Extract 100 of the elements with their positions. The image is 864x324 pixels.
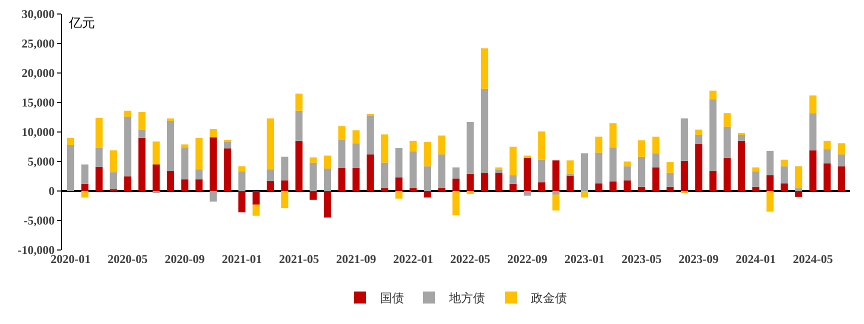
bar [252, 204, 260, 216]
bar [780, 183, 788, 191]
y-tick-label: 10,000 [22, 125, 55, 140]
bar [81, 191, 88, 198]
bar [96, 148, 103, 167]
bar [67, 138, 74, 145]
bar [680, 160, 688, 191]
bar [424, 142, 432, 166]
bar [552, 191, 560, 195]
bar [709, 100, 717, 171]
x-tick-label: 2022-09 [507, 252, 548, 266]
bar [624, 162, 631, 166]
bar [624, 166, 631, 180]
bar [638, 186, 646, 191]
bar [381, 188, 388, 191]
legend-label: 地方债 [448, 291, 485, 306]
bar [338, 140, 346, 168]
bar [181, 147, 188, 180]
bar [566, 175, 574, 191]
bar [738, 134, 746, 141]
bar [266, 169, 274, 181]
bar [366, 154, 374, 191]
bar [195, 169, 203, 180]
bar [395, 191, 402, 199]
bar [552, 160, 560, 191]
y-tick-label: 15,000 [22, 96, 55, 110]
bar [395, 148, 402, 178]
bar [124, 110, 132, 117]
bar [724, 158, 731, 191]
bar [580, 191, 588, 198]
x-tick-label: 2021-09 [336, 252, 376, 266]
bar [181, 144, 188, 148]
x-tick-label: 2020-05 [108, 252, 148, 266]
bar [138, 112, 146, 130]
bar [310, 162, 317, 191]
bar [238, 191, 246, 212]
bar [195, 138, 203, 170]
y-tick-label: 5,000 [28, 154, 55, 169]
bar [424, 191, 432, 198]
bar [766, 175, 774, 191]
bar [67, 144, 74, 191]
y-tick-label: 30,000 [22, 7, 55, 22]
bar [281, 156, 288, 180]
bar [324, 156, 332, 169]
bar [652, 136, 660, 154]
bar [838, 143, 845, 154]
bar [238, 172, 246, 191]
bar [224, 148, 232, 191]
bar [438, 136, 446, 154]
x-tick-label: 2023-09 [678, 252, 719, 266]
bar [252, 191, 260, 205]
bar [324, 191, 332, 218]
bar [266, 118, 274, 170]
x-tick-label: 2024-01 [736, 252, 776, 266]
bar [466, 191, 474, 194]
bar [352, 168, 360, 191]
bar [210, 137, 217, 191]
bar [495, 172, 502, 191]
legend-label: 国债 [380, 291, 404, 306]
bar [552, 194, 560, 210]
bar [410, 188, 417, 191]
bar [824, 163, 831, 191]
bar [310, 157, 317, 163]
bar [495, 167, 502, 170]
bar [266, 180, 274, 191]
bar [652, 167, 660, 191]
bar [595, 152, 602, 184]
bar [181, 179, 188, 191]
bar [166, 118, 174, 121]
bar [452, 191, 460, 216]
bar [538, 182, 546, 191]
bar [466, 174, 474, 191]
bar [96, 166, 103, 191]
bar [809, 113, 816, 150]
bar [424, 166, 432, 191]
bar [81, 184, 88, 191]
x-tick-label: 2023-01 [564, 252, 604, 266]
bar [838, 154, 845, 166]
bar [709, 90, 717, 100]
x-tick-label: 2020-09 [164, 252, 205, 266]
bar [824, 149, 831, 164]
bar [381, 134, 388, 163]
bar [295, 110, 303, 141]
bar [609, 147, 617, 182]
bar [795, 188, 802, 191]
bar [152, 164, 160, 191]
bar [609, 123, 617, 148]
bar [524, 191, 531, 196]
bar [538, 131, 546, 160]
bar [752, 186, 760, 191]
bar [410, 140, 417, 152]
bar [138, 130, 146, 138]
bar [480, 48, 488, 89]
bar [780, 166, 788, 184]
bar [466, 122, 474, 174]
y-tick-label: 20,000 [22, 66, 55, 80]
bar [124, 176, 132, 191]
bar [381, 162, 388, 188]
bar [452, 178, 460, 191]
bar [695, 130, 702, 135]
